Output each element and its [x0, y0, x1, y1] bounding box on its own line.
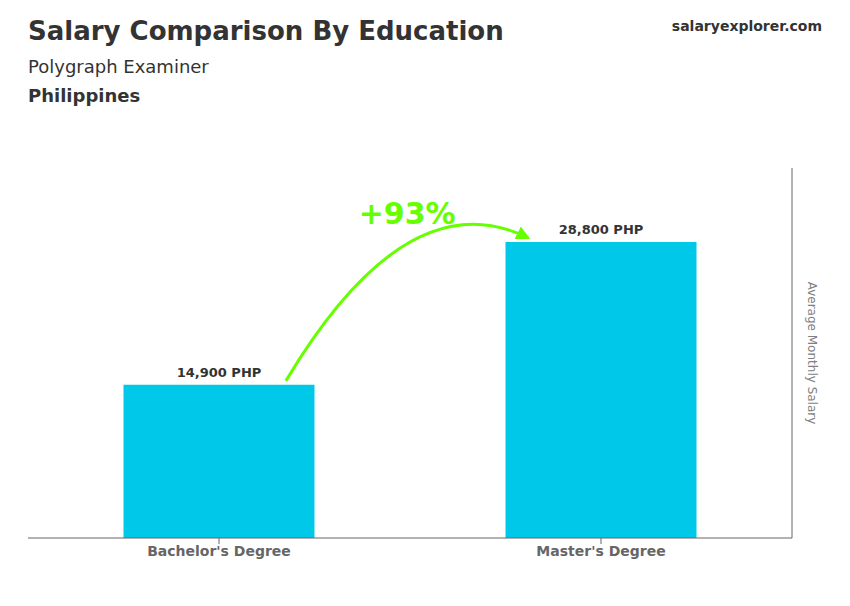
svg-text:14,900 PHP: 14,900 PHP [177, 365, 262, 380]
html-text:salaryexplorer.com: salaryexplorer.com [671, 18, 822, 34]
svg-text:Master's Degree: Master's Degree [536, 543, 665, 559]
svg-text:+93%: +93% [359, 196, 456, 231]
html-text:Salary Comparison By Education: Salary Comparison By Education [28, 16, 504, 46]
svg-text:Average Monthly Salary: Average Monthly Salary [805, 282, 819, 425]
html-text:Philippines: Philippines [28, 85, 141, 106]
html-text:Polygraph Examiner: Polygraph Examiner [28, 56, 209, 77]
svg-text:Bachelor's Degree: Bachelor's Degree [147, 543, 291, 559]
svg-text:28,800 PHP: 28,800 PHP [559, 222, 644, 237]
